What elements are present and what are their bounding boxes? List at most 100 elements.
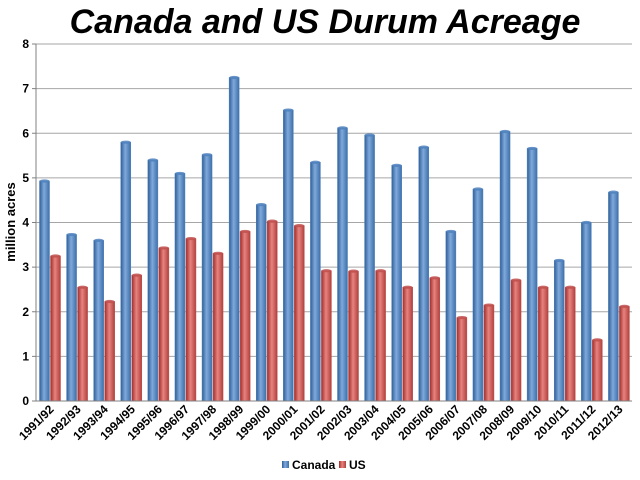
bar-top-cap — [185, 236, 196, 241]
bar-top-cap — [104, 299, 115, 304]
bar-us-1995-96 — [158, 247, 170, 402]
bar-top-cap — [147, 158, 158, 162]
bar-us-2009-10 — [537, 286, 549, 402]
bar-top-cap — [418, 145, 429, 149]
bar-canada-2000-01 — [283, 109, 294, 402]
bar-us-2005-06 — [429, 277, 441, 402]
bar-top-cap — [229, 75, 240, 80]
y-tick-label: 0 — [22, 394, 29, 408]
bar-canada-1995-96 — [147, 159, 159, 402]
bar-canada-2012-13 — [608, 191, 619, 402]
legend-swatch-canada — [282, 461, 289, 468]
bar-top-cap — [131, 273, 142, 277]
y-tick-label: 6 — [22, 126, 29, 140]
bar-us-1997-98 — [212, 253, 224, 402]
bar-top-cap — [402, 285, 413, 289]
bar-canada-1997-98 — [201, 154, 213, 402]
bar-canada-2006-07 — [445, 231, 457, 402]
bar-canada-1991-92 — [39, 180, 50, 402]
bar-canada-1992-93 — [66, 234, 77, 402]
legend-label-canada: Canada — [292, 458, 336, 472]
bar-us-2008-09 — [510, 279, 522, 402]
bar-us-2011-12 — [592, 339, 603, 402]
bar-canada-1996-97 — [174, 173, 186, 402]
bar-top-cap — [50, 254, 61, 258]
bar-canada-1998-99 — [228, 77, 240, 402]
bar-us-1996-97 — [185, 238, 197, 402]
bar-top-cap — [538, 285, 549, 289]
bar-top-cap — [527, 146, 538, 151]
bar-us-1991-92 — [50, 255, 61, 402]
bar-top-cap — [213, 251, 224, 255]
bar-top-cap — [321, 269, 332, 273]
bar-top-cap — [174, 171, 185, 176]
bar-top-cap — [445, 229, 456, 234]
bar-us-2006-07 — [456, 317, 468, 402]
bar-us-1992-93 — [77, 286, 88, 402]
bar-top-cap — [256, 203, 267, 207]
bar-us-2007-08 — [483, 304, 495, 402]
bar-us-1994-95 — [131, 274, 143, 402]
bar-canada-2009-10 — [526, 148, 538, 402]
bar-canada-2004-05 — [391, 165, 402, 402]
bar-canada-2001-02 — [310, 162, 321, 402]
bar-top-cap — [483, 303, 494, 307]
bar-top-cap — [267, 219, 278, 223]
bar-top-cap — [202, 153, 213, 157]
bars — [39, 75, 630, 402]
bar-us-2010-11 — [564, 286, 576, 402]
bar-canada-2007-08 — [472, 188, 484, 402]
bar-top-cap — [429, 276, 440, 280]
bar-top-cap — [565, 285, 576, 289]
y-axis-label: million acres — [3, 182, 18, 261]
bar-top-cap — [66, 232, 77, 237]
bar-us-1993-94 — [104, 301, 115, 402]
bar-canada-1993-94 — [93, 240, 104, 402]
chart-title: Canada and US Durum Acreage — [70, 3, 581, 41]
bar-top-cap — [608, 190, 619, 194]
bar-top-cap — [456, 315, 467, 320]
bar-top-cap — [511, 278, 522, 282]
bar-canada-2008-09 — [499, 131, 511, 402]
bar-canada-2002-03 — [337, 127, 348, 402]
bar-top-cap — [39, 179, 50, 183]
legend-label-us: US — [349, 458, 366, 472]
bar-top-cap — [310, 160, 321, 164]
y-tick-labels: 0 1 2 3 4 5 6 7 8 — [22, 37, 36, 408]
bar-top-cap — [294, 224, 305, 228]
bar-canada-2011-12 — [581, 222, 592, 402]
bar-top-cap — [77, 285, 88, 289]
y-tick-label: 1 — [22, 349, 29, 363]
y-tick-label: 2 — [22, 305, 29, 319]
bar-us-2000-01 — [294, 225, 305, 402]
bar-top-cap — [619, 304, 630, 308]
bar-canada-2003-04 — [364, 134, 375, 402]
bar-top-cap — [592, 338, 603, 342]
y-tick-label: 8 — [22, 37, 29, 51]
bar-us-1998-99 — [239, 231, 251, 402]
bar-us-2001-02 — [321, 270, 332, 402]
bar-us-2012-13 — [619, 306, 630, 402]
bar-us-2002-03 — [348, 270, 359, 402]
bar-top-cap — [391, 163, 402, 167]
bar-top-cap — [375, 269, 386, 273]
bar-canada-1994-95 — [120, 141, 132, 402]
y-tick-label: 5 — [22, 171, 29, 185]
bar-canada-1999-00 — [255, 204, 267, 402]
bar-us-1999-00 — [266, 220, 278, 402]
bar-us-2003-04 — [375, 270, 386, 402]
axes — [35, 44, 632, 402]
bar-us-2004-05 — [402, 286, 413, 402]
bar-top-cap — [120, 140, 131, 144]
bar-top-cap — [581, 220, 592, 225]
bar-canada-2010-11 — [553, 260, 565, 402]
bar-top-cap — [554, 258, 565, 263]
bar-top-cap — [348, 269, 359, 273]
y-tick-label: 3 — [22, 260, 29, 274]
bar-canada-2005-06 — [418, 146, 430, 402]
bar-top-cap — [283, 108, 294, 112]
bar-top-cap — [240, 229, 251, 234]
bar-top-cap — [472, 187, 483, 191]
